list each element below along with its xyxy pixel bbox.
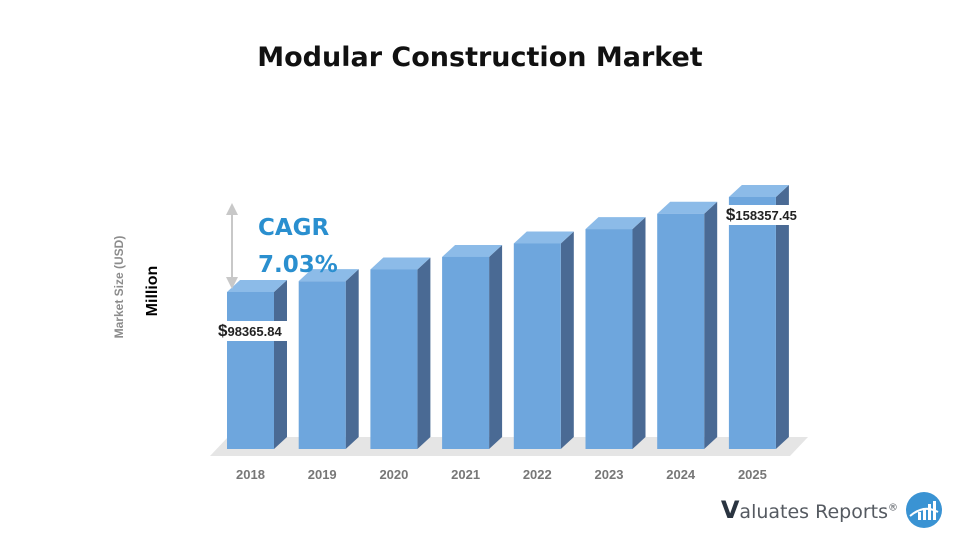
- bar-top: [513, 231, 574, 244]
- bar-front: [298, 281, 346, 449]
- bar-2022: [513, 231, 574, 449]
- currency-symbol: $: [726, 205, 736, 224]
- data-label-background: [724, 205, 805, 225]
- cagr-arrow: [226, 203, 238, 289]
- brand-registered-mark: ®: [888, 502, 898, 514]
- bar-side: [632, 217, 646, 449]
- bar-front: [370, 269, 418, 449]
- bar-2025: [728, 185, 789, 449]
- x-tick-label: 2019: [308, 467, 337, 482]
- x-tick-label: 2024: [666, 467, 696, 482]
- bar-side: [489, 244, 503, 449]
- bar-2019: [298, 269, 359, 449]
- bar-front: [227, 292, 274, 449]
- x-tick-label: 2022: [523, 467, 552, 482]
- bar-front: [728, 197, 776, 449]
- bar-front: [513, 243, 561, 449]
- x-tick-label: 2023: [595, 467, 624, 482]
- bar-2023: [585, 217, 646, 449]
- bar-side: [560, 231, 574, 449]
- data-value: 158357.45: [735, 208, 796, 223]
- bar-top: [442, 244, 503, 257]
- bar-top: [298, 269, 359, 282]
- bar-chart-globe-icon: [906, 492, 942, 528]
- bar-top: [370, 257, 431, 270]
- chart-title: Modular Construction Market: [257, 42, 703, 73]
- bar-side: [775, 185, 789, 449]
- bar-side: [274, 280, 287, 449]
- cagr-label: CAGR: [258, 215, 330, 241]
- brand-initial: V: [720, 496, 740, 524]
- data-label-text: $158357.45: [726, 205, 797, 224]
- data-label: $98365.84: [217, 321, 287, 341]
- data-label-background: [217, 321, 287, 341]
- bar-top: [657, 201, 718, 214]
- bar-top: [728, 185, 789, 197]
- x-tick-label: 2021: [451, 467, 480, 482]
- x-tick-label: 2018: [236, 467, 265, 482]
- bar-top: [585, 217, 646, 230]
- x-tick-label: 2020: [379, 467, 408, 482]
- bar-front: [657, 213, 705, 449]
- bar-2018: [227, 280, 287, 449]
- bar-2020: [370, 257, 431, 449]
- brand-name: aluates Reports: [739, 501, 888, 523]
- bar-side: [704, 201, 718, 449]
- bar-side: [417, 257, 431, 449]
- data-label: $158357.45: [724, 205, 805, 225]
- x-tick-label: 2025: [738, 467, 767, 482]
- currency-symbol: $: [218, 321, 228, 340]
- data-value: 98365.84: [227, 324, 282, 339]
- bar-front: [585, 229, 633, 449]
- bar-front: [442, 256, 490, 449]
- bar-2021: [442, 244, 503, 449]
- valuates-reports-logo: Valuates Reports®: [721, 490, 944, 530]
- data-label-text: $98365.84: [218, 321, 282, 340]
- cagr-value: 7.03%: [258, 252, 338, 278]
- brand-text: Valuates Reports®: [721, 496, 898, 524]
- bar-top: [227, 280, 287, 292]
- bar-2024: [657, 201, 718, 449]
- bar-side: [345, 269, 359, 449]
